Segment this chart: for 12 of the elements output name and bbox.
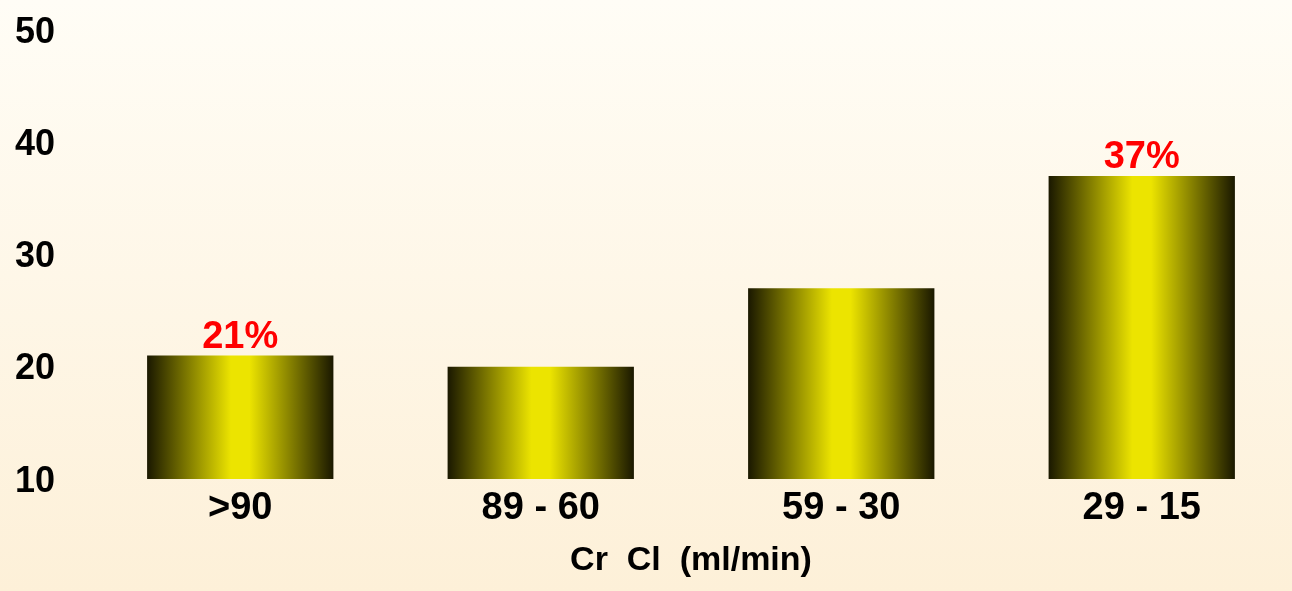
y-tick-label: 10 <box>15 458 56 500</box>
x-tick-label: 59 - 30 <box>782 485 901 527</box>
x-axis-title: Cr Cl (ml/min) <box>570 539 812 577</box>
y-tick-label: 30 <box>15 234 56 275</box>
x-tick-label: 89 - 60 <box>481 485 600 527</box>
y-tick-label: 50 <box>15 9 56 51</box>
data-label: 37% <box>1103 133 1180 176</box>
x-tick-label: 29 - 15 <box>1082 485 1201 527</box>
y-tick-label: 20 <box>15 346 56 388</box>
x-tick-label: >90 <box>208 485 273 527</box>
data-label: 21% <box>202 313 279 356</box>
y-tick-label: 40 <box>15 121 56 163</box>
